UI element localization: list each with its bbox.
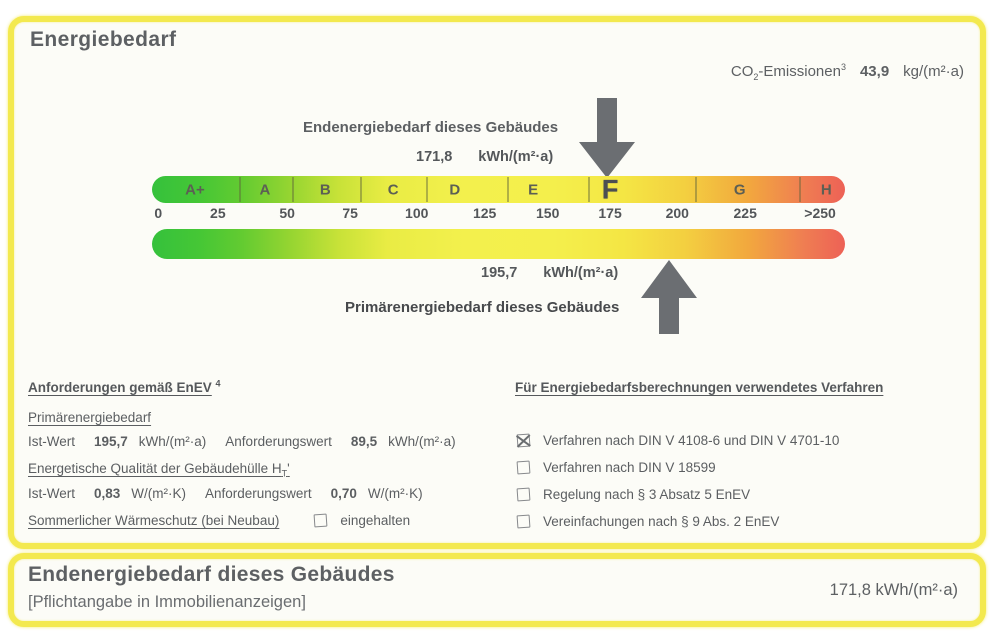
footer-subtitle: [Pflichtangabe in Immobilienanzeigen] [28,593,306,611]
primary-energy-value-row: 195,7 kWh/(m²·a) [481,265,618,281]
band-label-e: E [528,181,539,198]
co2-footnote: 3 [840,62,846,72]
eingehalten-checkbox [313,513,328,528]
method-option-label: Vereinfachungen nach § 9 Abs. 2 EnEV [543,514,780,529]
anforderungswert-value: 0,70 [330,486,357,501]
band-separator [359,177,362,202]
ist-wert-value: 0,83 [94,486,121,501]
method-option-checkbox [516,487,531,502]
primary-energy-label: Primärenergiebedarf dieses Gebäudes [345,299,620,316]
scale-tick: 200 [665,205,689,221]
scale-tick: 75 [342,205,358,221]
envelope-quality-heading: Energetische Qualität der Gebäudehülle H… [28,461,290,479]
page-title: Energiebedarf [30,28,177,51]
requirements-footnote: 4 [215,378,221,389]
ist-wert-label: Ist-Wert [28,434,75,449]
scale-tick-row: 0 25 50 75 100 125 150 175 200 225 >250 [152,205,845,225]
scale-tick: 0 [154,205,163,221]
band-label-d: D [449,181,461,198]
ist-wert-unit: W/(m²·K) [131,486,187,501]
requirements-heading: Anforderungen gemäß EnEV 4 [28,378,221,395]
ist-wert-unit: kWh/(m²·a) [138,434,207,449]
footer-title: Endenergiebedarf dieses Gebäudes [28,563,395,586]
anforderungswert-label: Anforderungswert [225,434,332,449]
scale-tick: 150 [536,205,560,221]
co2-unit: kg/(m²·a) [903,63,964,80]
primary-energy-req-heading: Primärenergiebedarf [28,410,152,425]
energy-scale-band-bar: A+ A B C D E F G H [152,174,845,204]
band-label-a-plus: A+ [185,181,205,198]
method-option-label: Regelung nach § 3 Absatz 5 EnEV [543,487,751,502]
primary-energy-unit: kWh/(m²·a) [543,265,619,281]
co2-value: 43,9 [859,63,890,80]
co2-emissions-line: CO2-Emissionen3 43,9 kg/(m²·a) [730,62,964,82]
scale-tick: 100 [405,205,429,221]
method-option-row: Regelung nach § 3 Absatz 5 EnEV [516,487,751,502]
method-option-row: Vereinfachungen nach § 9 Abs. 2 EnEV [516,514,780,529]
method-option-row: Verfahren nach DIN V 18599 [516,460,716,475]
end-energy-value-row: 171,8 kWh/(m²·a) [416,149,553,165]
method-option-checkbox [516,460,531,475]
end-energy-arrow-down-icon [578,98,635,178]
anforderungswert-unit: kWh/(m²·a) [388,434,456,449]
energy-scale-gradient-bar [152,229,845,259]
band-label-a: A [259,181,271,198]
band-label-c: C [387,181,399,198]
method-option-checkbox [516,514,531,529]
energiebedarf-panel [8,16,986,549]
co2-label: CO2-Emissionen [730,63,841,82]
method-option-row: Verfahren nach DIN V 4108-6 und DIN V 47… [516,433,840,448]
summer-heat-protection-row: Sommerlicher Wärmeschutz (bei Neubau) ei… [28,513,410,528]
band-separator [695,177,698,202]
end-energy-value: 171,8 [416,149,453,165]
energy-scale: A+ A B C D E F G H 0 25 50 75 100 125 15… [152,98,845,334]
anforderungswert-value: 89,5 [350,434,378,449]
footer-panel [8,553,986,627]
summer-heat-protection-label: Sommerlicher Wärmeschutz (bei Neubau) [28,513,280,528]
band-label-h: H [820,181,832,198]
anforderungswert-unit: W/(m²·K) [367,486,423,501]
scale-tick: 175 [598,205,622,221]
band-label-f-current: F [601,174,619,204]
scale-tick: 225 [733,205,757,221]
primary-energy-value: 195,7 [481,265,518,281]
band-separator [506,177,509,202]
envelope-quality-row: Ist-Wert 0,83 W/(m²·K) Anforderungswert … [28,486,423,501]
method-option-label: Verfahren nach DIN V 4108-6 und DIN V 47… [543,433,840,448]
end-energy-label: Endenergiebedarf dieses Gebäudes [303,119,559,136]
eingehalten-label: eingehalten [340,513,411,528]
band-separator [238,177,241,202]
scale-tick: 50 [279,205,295,221]
ist-wert-value: 195,7 [94,434,128,449]
scale-tick: 25 [210,205,226,221]
band-separator [291,177,294,202]
band-separator [587,177,590,202]
footer-value: 171,8 kWh/(m²·a) [829,581,958,599]
method-option-checkbox [516,433,531,448]
band-label-b: B [319,181,331,198]
scale-tick: 125 [472,205,497,221]
method-heading: Für Energiebedarfsberechnungen verwendet… [515,380,884,395]
band-separator [798,177,801,202]
band-separator [426,177,429,202]
primary-energy-arrow-up-icon [640,260,697,334]
scale-tick: >250 [804,205,836,221]
ist-wert-label: Ist-Wert [28,486,75,501]
end-energy-unit: kWh/(m²·a) [478,149,554,165]
band-label-g: G [733,181,746,198]
method-option-label: Verfahren nach DIN V 18599 [543,460,716,475]
primary-energy-req-row: Ist-Wert 195,7 kWh/(m²·a) Anforderungswe… [28,434,456,449]
anforderungswert-label: Anforderungswert [205,486,312,501]
